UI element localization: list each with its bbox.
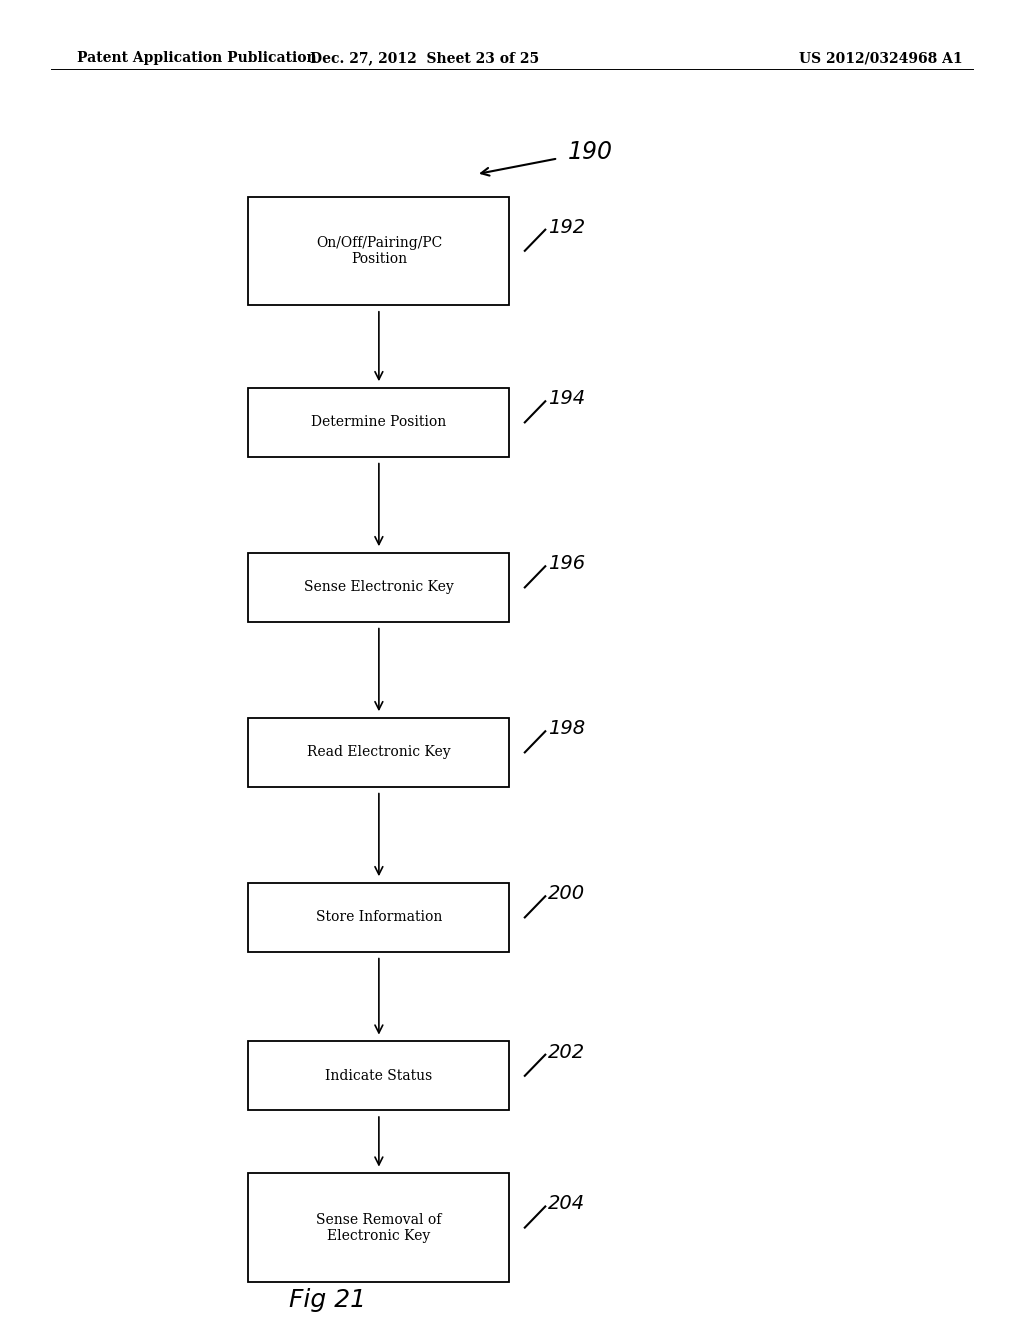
Text: Fig 21: Fig 21 [289, 1288, 367, 1312]
Text: 190: 190 [568, 140, 613, 164]
Text: 200: 200 [549, 884, 586, 903]
FancyBboxPatch shape [248, 883, 510, 952]
FancyBboxPatch shape [248, 1173, 510, 1282]
Text: Determine Position: Determine Position [311, 416, 446, 429]
FancyBboxPatch shape [248, 718, 510, 787]
Text: 204: 204 [549, 1195, 586, 1213]
FancyBboxPatch shape [248, 388, 510, 457]
Text: Dec. 27, 2012  Sheet 23 of 25: Dec. 27, 2012 Sheet 23 of 25 [310, 51, 540, 65]
Text: 196: 196 [549, 554, 586, 573]
Text: 192: 192 [549, 218, 586, 236]
Text: US 2012/0324968 A1: US 2012/0324968 A1 [799, 51, 963, 65]
Text: 198: 198 [549, 719, 586, 738]
Text: 194: 194 [549, 389, 586, 408]
Text: Sense Electronic Key: Sense Electronic Key [304, 581, 454, 594]
Text: Indicate Status: Indicate Status [326, 1069, 432, 1082]
FancyBboxPatch shape [248, 1041, 510, 1110]
Text: Read Electronic Key: Read Electronic Key [307, 746, 451, 759]
FancyBboxPatch shape [248, 197, 510, 305]
Text: Sense Removal of
Electronic Key: Sense Removal of Electronic Key [316, 1213, 441, 1242]
FancyBboxPatch shape [248, 553, 510, 622]
Text: On/Off/Pairing/PC
Position: On/Off/Pairing/PC Position [315, 236, 442, 265]
Text: Patent Application Publication: Patent Application Publication [77, 51, 316, 65]
Text: 202: 202 [549, 1043, 586, 1061]
Text: Store Information: Store Information [315, 911, 442, 924]
